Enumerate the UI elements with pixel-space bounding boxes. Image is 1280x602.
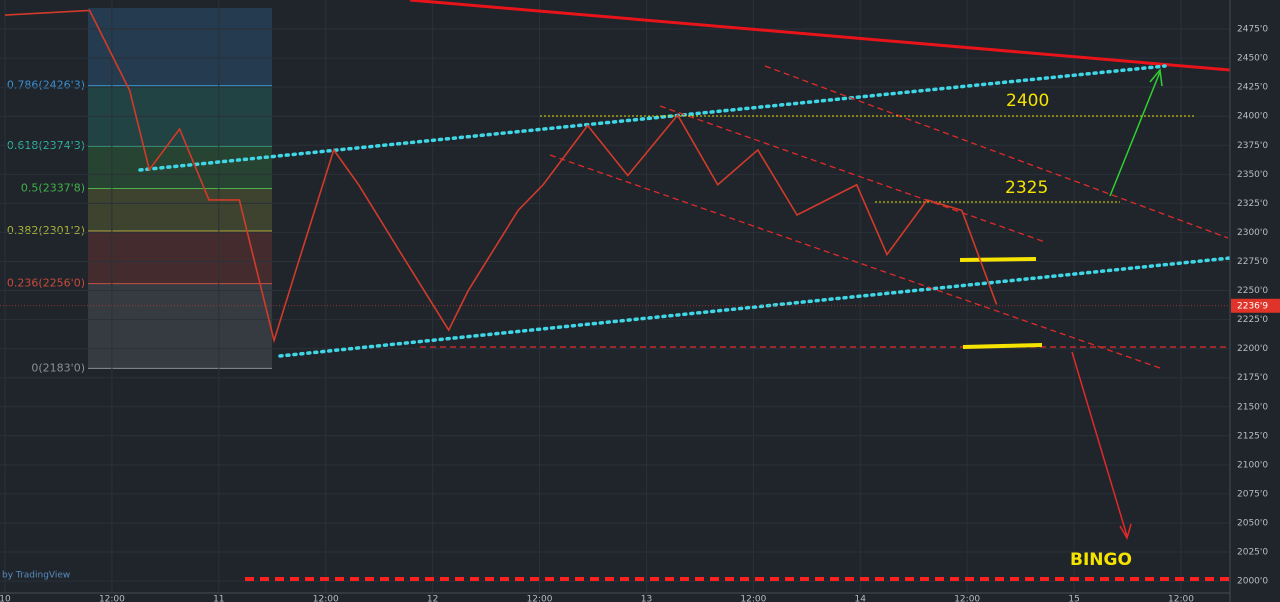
grid xyxy=(0,0,1230,593)
down-arrow-head xyxy=(1119,523,1132,540)
fib-label: 0.786(2426'3) xyxy=(7,79,85,92)
down-channel-bottom xyxy=(549,154,1161,369)
y-tick-label: 2225'0 xyxy=(1237,315,1268,325)
x-tick-label: 15 xyxy=(1068,595,1079,602)
channel-top xyxy=(138,64,1167,172)
annotation: 2325 xyxy=(1005,178,1048,198)
x-tick-label: 12:00 xyxy=(740,595,766,602)
y-tick-label: 2100'0 xyxy=(1237,460,1268,470)
fib-label: 0.5(2337'8) xyxy=(21,182,85,195)
resistance-line xyxy=(409,0,1231,72)
fib-label: 0.382(2301'2) xyxy=(7,224,85,237)
annotation: 2400 xyxy=(1006,91,1049,111)
price-line xyxy=(4,9,998,344)
fib-band xyxy=(88,188,272,232)
down-channel-mid xyxy=(659,105,1046,243)
x-tick-label: 10 xyxy=(0,595,11,602)
x-tick-label: 12:00 xyxy=(313,595,339,602)
fib-band xyxy=(88,231,272,284)
y-tick-label: 2175'0 xyxy=(1237,373,1268,383)
last-price-label: 2236'9 xyxy=(1237,301,1268,311)
y-tick-label: 2475'0 xyxy=(1237,25,1268,35)
fib-band xyxy=(88,283,272,369)
y-tick-label: 2075'0 xyxy=(1237,489,1268,499)
y-tick-label: 2125'0 xyxy=(1237,431,1268,441)
marker-line xyxy=(962,343,1043,349)
y-tick-label: 2325'0 xyxy=(1237,199,1268,209)
plot-layer: 2000'0 2025'0 2050'0 2075'0 2100'0 2125'0 2150… xyxy=(0,9,1280,602)
x-tick-label: 12 xyxy=(427,595,438,602)
x-tick-label: 11 xyxy=(213,595,224,602)
fib-band xyxy=(88,146,272,189)
last-price-tag xyxy=(1231,298,1280,313)
x-tick-label: 12:00 xyxy=(954,595,980,602)
x-tick-label: 12:00 xyxy=(527,595,553,602)
x-tick-label: 12:00 xyxy=(99,595,125,602)
fib-label: 0(2183'0) xyxy=(31,361,85,374)
down-channel-top xyxy=(764,65,1229,239)
y-tick-label: 2450'0 xyxy=(1237,54,1268,64)
marker-line xyxy=(959,257,1037,262)
up-arrow xyxy=(1109,71,1161,197)
fib-label: 0.236(2256'0) xyxy=(7,277,85,290)
channel-bottom xyxy=(278,256,1232,358)
y-tick-label: 2425'0 xyxy=(1237,83,1268,93)
y-tick-label: 2350'0 xyxy=(1237,170,1268,180)
x-tick-label: 13 xyxy=(641,595,652,602)
annotation: BINGO xyxy=(1070,550,1132,570)
y-tick-label: 2200'0 xyxy=(1237,344,1268,354)
y-tick-label: 2150'0 xyxy=(1237,402,1268,412)
watermark: by TradingView xyxy=(2,571,70,581)
up-arrow-head xyxy=(1149,68,1163,87)
y-tick-label: 2250'0 xyxy=(1237,286,1268,296)
x-tick-label: 14 xyxy=(855,595,867,602)
y-tick-label: 2000'0 xyxy=(1237,577,1268,587)
fib-band xyxy=(88,8,272,86)
down-arrow xyxy=(1071,351,1128,537)
x-tick-label: 12:00 xyxy=(1168,595,1194,602)
y-tick-label: 2025'0 xyxy=(1237,548,1268,558)
y-tick-label: 2400'0 xyxy=(1237,112,1268,122)
y-tick-label: 2050'0 xyxy=(1237,518,1268,528)
y-tick-label: 2275'0 xyxy=(1237,257,1268,267)
y-tick-label: 2375'0 xyxy=(1237,141,1268,151)
y-tick-label: 2300'0 xyxy=(1237,228,1268,238)
